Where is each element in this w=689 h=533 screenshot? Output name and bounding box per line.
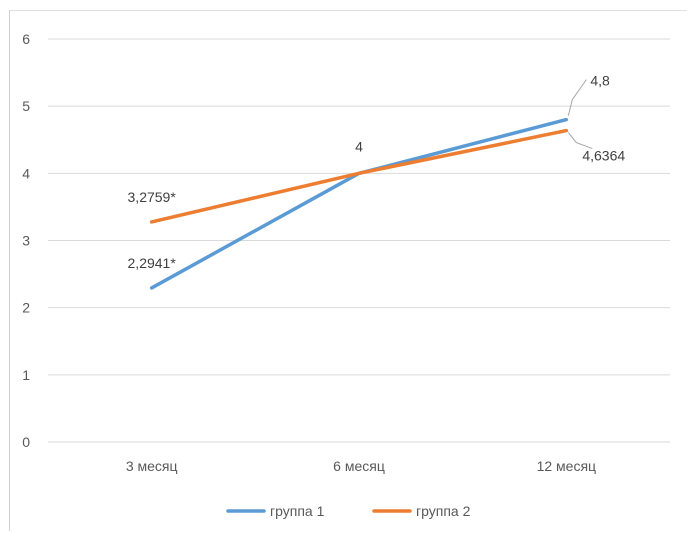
data-labels: 2,2941* 4 4,8 3,2759* 4,6364 — [128, 73, 626, 271]
legend: группа 1 группа 2 — [226, 503, 471, 519]
data-label: 4 — [355, 138, 363, 154]
y-tick-label: 4 — [22, 165, 30, 181]
series-lines — [149, 117, 569, 290]
chart-frame — [9, 10, 687, 531]
gridlines — [48, 38, 670, 443]
x-tick-label: 3 месяц — [126, 458, 178, 474]
y-axis-tick-labels: 0 1 2 3 4 5 6 — [22, 31, 30, 450]
legend-label: группа 2 — [416, 503, 471, 519]
data-label: 4,8 — [590, 73, 610, 89]
y-tick-label: 0 — [22, 434, 30, 450]
x-tick-label: 12 месяц — [537, 458, 596, 474]
y-tick-label: 6 — [22, 31, 30, 47]
x-axis-tick-labels: 3 месяц 6 месяц 12 месяц — [126, 458, 596, 474]
x-tick-label: 6 месяц — [333, 458, 385, 474]
leader-line — [567, 79, 587, 116]
data-label: 4,6364 — [582, 148, 625, 164]
y-tick-label: 5 — [22, 98, 30, 114]
y-tick-label: 3 — [22, 233, 30, 249]
leader-line — [567, 132, 593, 150]
y-tick-label: 2 — [22, 300, 30, 316]
data-label: 2,2941* — [128, 255, 177, 271]
data-label: 3,2759* — [128, 189, 177, 205]
y-tick-label: 1 — [22, 367, 30, 383]
legend-label: группа 1 — [270, 503, 325, 519]
series-line-2 — [149, 128, 569, 224]
